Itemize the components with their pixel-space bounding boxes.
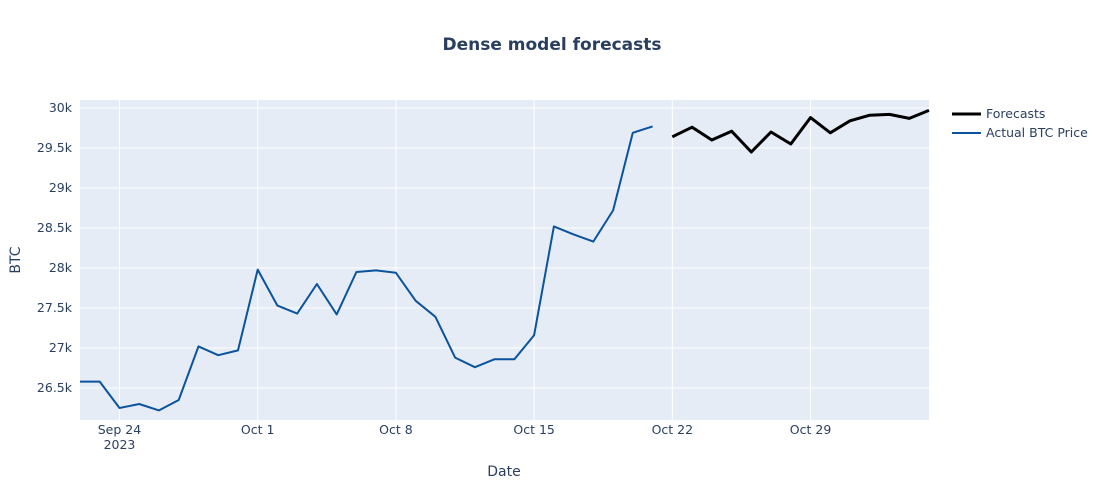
x-tick-sublabel: 2023: [104, 437, 136, 452]
x-axis-title: Date: [487, 464, 520, 480]
y-tick-label: 30k: [49, 100, 73, 115]
y-tick-label: 26.5k: [37, 380, 73, 395]
plot-area: [80, 100, 929, 420]
x-tick-label: Oct 8: [379, 422, 413, 437]
legend-item-forecasts[interactable]: Forecasts: [952, 106, 1045, 121]
y-axis-ticks: 26.5k 27k 27.5k 28k 28.5k 29k 29.5k 30k: [37, 100, 73, 395]
y-tick-label: 29k: [49, 180, 73, 195]
x-tick-label: Oct 29: [790, 422, 832, 437]
x-tick-label: Oct 1: [241, 422, 275, 437]
series-layer: [80, 109, 930, 412]
y-axis-title: BTC: [8, 246, 24, 273]
x-tick-label: Sep 24: [98, 422, 141, 437]
y-tick-label: 28k: [49, 260, 73, 275]
y-tick-label: 27.5k: [37, 300, 73, 315]
chart-title: Dense model forecasts: [442, 35, 661, 55]
legend-item-actual-btc-price[interactable]: Actual BTC Price: [952, 125, 1088, 140]
x-tick-label: Oct 22: [652, 422, 694, 437]
series-line-forecasts[interactable]: [671, 109, 930, 154]
x-tick-label: Oct 15: [513, 422, 555, 437]
y-tick-label: 29.5k: [37, 140, 73, 155]
gridlines: [80, 100, 929, 420]
y-tick-label: 28.5k: [37, 220, 73, 235]
legend-label: Actual BTC Price: [986, 125, 1088, 140]
y-tick-label: 27k: [49, 340, 73, 355]
legend-label: Forecasts: [986, 106, 1045, 121]
legend[interactable]: Forecasts Actual BTC Price: [952, 106, 1088, 140]
series-line-actual-btc-price[interactable]: [80, 125, 653, 412]
